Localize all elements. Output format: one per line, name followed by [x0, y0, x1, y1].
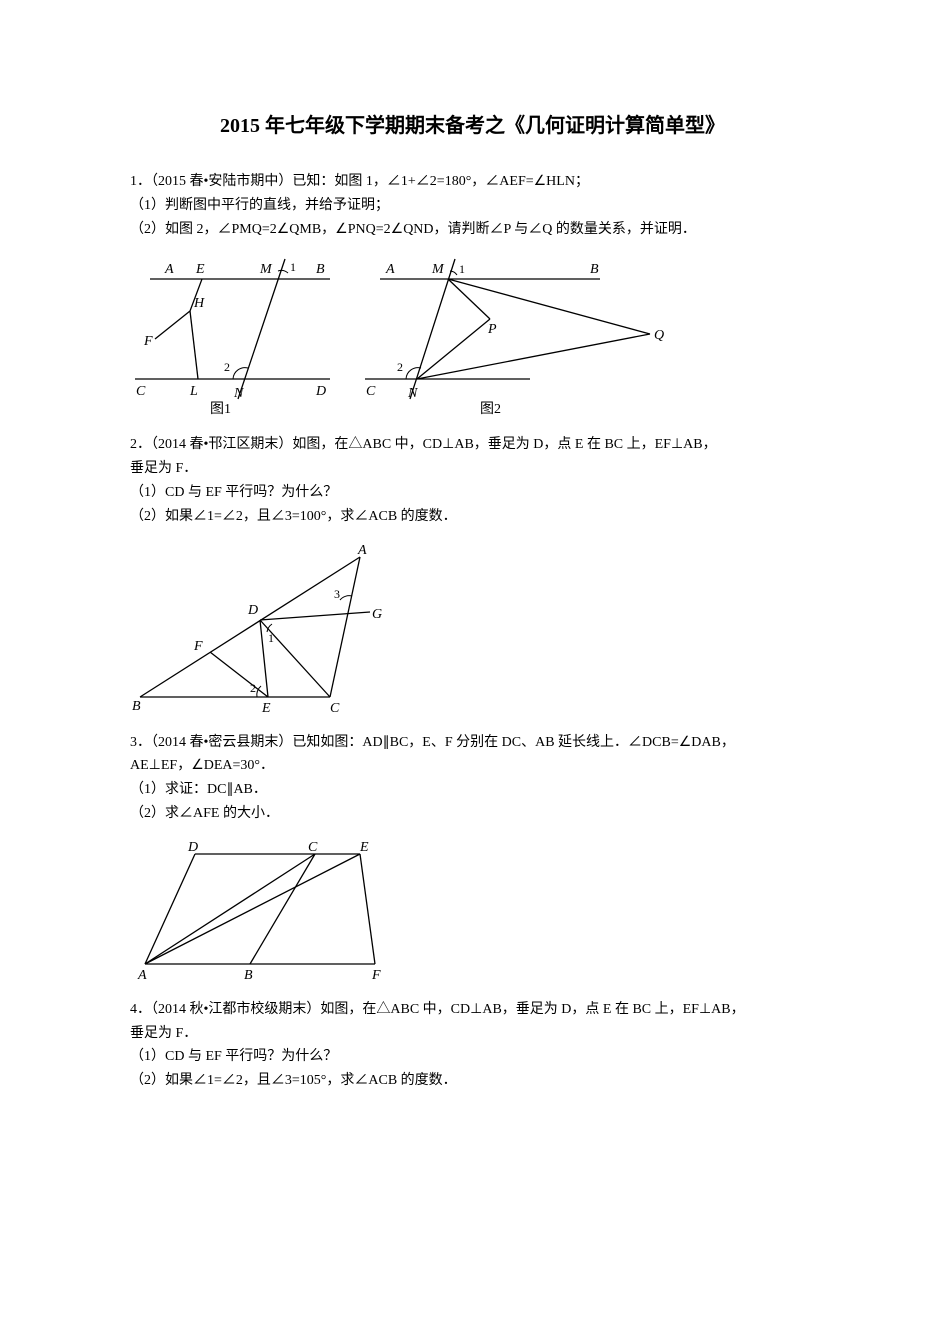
lbl-1b: 1 [459, 262, 465, 276]
p1-line2: （2）如图 2，∠PMQ=2∠QMB，∠PNQ=2∠QND，请判断∠P 与∠Q … [130, 218, 815, 242]
figure-2: A M B P Q C N 1 2 图2 [365, 259, 664, 417]
lbl-C: C [136, 384, 146, 399]
p1-figures: A E M B H F C L N D 1 2 图1 [130, 249, 815, 419]
lbl-Q: Q [654, 328, 664, 343]
p3-svg: D C E A B F [130, 834, 420, 984]
lbl-G3: G [372, 607, 382, 622]
p4-line0: 4．（2014 秋•江都市校级期末）如图，在△ABC 中，CD⊥AB，垂足为 D… [130, 998, 815, 1022]
lbl-E4: E [359, 840, 369, 855]
lbl-B4: B [244, 968, 253, 983]
p2-line0: 2．（2014 春•邗江区期末）如图，在△ABC 中，CD⊥AB，垂足为 D，点… [130, 433, 815, 457]
p3-line0b: AE⊥EF，∠DEA=30°． [130, 754, 815, 778]
lbl-Btop: B [316, 262, 325, 277]
lbl-n1: 1 [268, 631, 274, 645]
lbl-L: L [189, 384, 198, 399]
p1-header: 1．（2015 春•安陆市期中）已知：如图 1，∠1+∠2=180°，∠AEF=… [130, 170, 815, 194]
lbl-D4: D [187, 840, 198, 855]
p4-line0b: 垂足为 F． [130, 1022, 815, 1046]
problem-3: 3．（2014 春•密云县期末）已知如图：AD∥BC，E、F 分别在 DC、AB… [130, 731, 815, 984]
lbl-n3: 3 [334, 587, 340, 601]
p3-line1: （1）求证：DC∥AB． [130, 778, 815, 802]
lbl-cap2: 图2 [480, 402, 501, 417]
page-title: 2015 年七年级下学期期末备考之《几何证明计算简单型》 [130, 110, 815, 142]
p3-line2: （2）求∠AFE 的大小． [130, 802, 815, 826]
lbl-B3: B [132, 699, 141, 714]
problem-1: 1．（2015 春•安陆市期中）已知：如图 1，∠1+∠2=180°，∠AEF=… [130, 170, 815, 419]
lbl-D3: D [247, 603, 258, 618]
lbl-E: E [195, 262, 205, 277]
p1-svg: A E M B H F C L N D 1 2 图1 [130, 249, 670, 419]
lbl-cap1: 图1 [210, 402, 231, 417]
p2-line1: （1）CD 与 EF 平行吗？为什么？ [130, 481, 815, 505]
problem-4: 4．（2014 秋•江都市校级期末）如图，在△ABC 中，CD⊥AB，垂足为 D… [130, 998, 815, 1093]
lbl-H: H [193, 296, 205, 311]
lbl-1: 1 [290, 260, 296, 274]
p3-line0: 3．（2014 春•密云县期末）已知如图：AD∥BC，E、F 分别在 DC、AB… [130, 731, 815, 755]
lbl-D: D [315, 384, 326, 399]
lbl-N: N [233, 386, 244, 401]
lbl-P: P [487, 322, 497, 337]
p2-svg: A B C D E F G 1 2 3 [130, 537, 410, 717]
p4-line1: （1）CD 与 EF 平行吗？为什么？ [130, 1045, 815, 1069]
lbl-F4: F [371, 968, 381, 983]
p2-line2: （2）如果∠1=∠2，且∠3=100°，求∠ACB 的度数． [130, 505, 815, 529]
lbl-M2: M [431, 262, 445, 277]
lbl-A4: A [137, 968, 147, 983]
lbl-C2: C [366, 384, 376, 399]
lbl-A: A [164, 262, 174, 277]
lbl-N2: N [407, 386, 418, 401]
p1-line1: （1）判断图中平行的直线，并给予证明； [130, 194, 815, 218]
lbl-C3: C [330, 701, 340, 716]
lbl-2: 2 [224, 360, 230, 374]
lbl-C4: C [308, 840, 318, 855]
lbl-A2: A [385, 262, 395, 277]
lbl-M: M [259, 262, 273, 277]
problem-2: 2．（2014 春•邗江区期末）如图，在△ABC 中，CD⊥AB，垂足为 D，点… [130, 433, 815, 716]
lbl-E3: E [261, 701, 271, 716]
lbl-F3: F [193, 639, 203, 654]
p2-line0b: 垂足为 F． [130, 457, 815, 481]
p4-line2: （2）如果∠1=∠2，且∠3=105°，求∠ACB 的度数． [130, 1069, 815, 1093]
figure-1: A E M B H F C L N D 1 2 图1 [135, 259, 330, 417]
lbl-n2: 2 [250, 681, 256, 695]
lbl-A3: A [357, 543, 367, 558]
p2-figure: A B C D E F G 1 2 3 [130, 537, 815, 717]
p3-figure: D C E A B F [130, 834, 815, 984]
lbl-2b: 2 [397, 360, 403, 374]
lbl-F: F [143, 334, 153, 349]
lbl-B2: B [590, 262, 599, 277]
